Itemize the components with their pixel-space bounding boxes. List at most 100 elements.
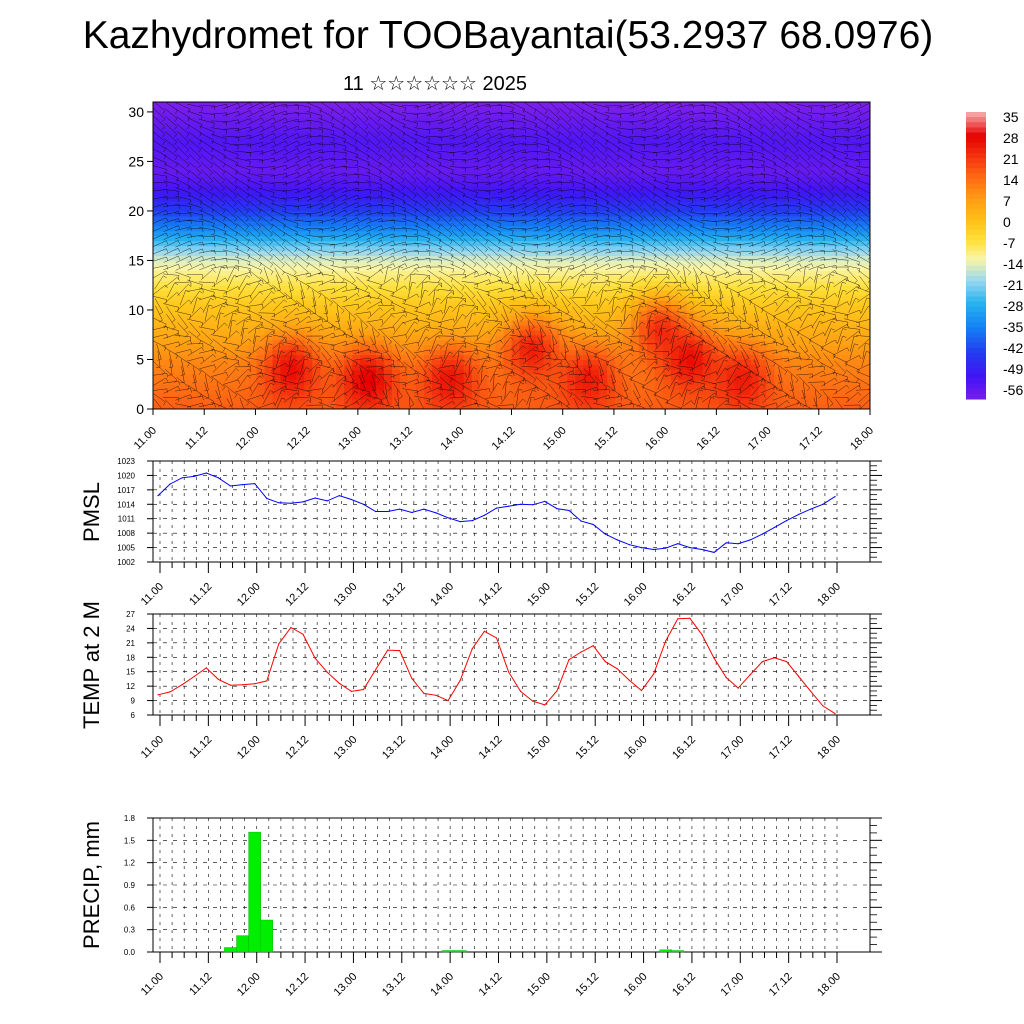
temperature-cell [774, 280, 783, 286]
temperature-cell [694, 205, 704, 212]
temperature-cell [471, 141, 481, 148]
temperature-cell [256, 300, 266, 306]
temperature-cell [551, 285, 560, 291]
temperature-cell [153, 146, 162, 153]
temperature-cell [790, 250, 799, 257]
temperature-cell [503, 260, 513, 266]
temperature-cell [176, 280, 186, 286]
temperature-cell [153, 196, 162, 202]
temperature-cell [352, 240, 361, 247]
temperature-cell [718, 151, 728, 158]
temperature-cell [328, 295, 337, 301]
temperature-cell [368, 240, 377, 247]
temperature-cell [256, 359, 266, 366]
temperature-cell [503, 394, 513, 400]
temperature-cell [160, 265, 170, 271]
temperature-cell [822, 314, 831, 321]
temperature-cell [654, 309, 664, 316]
temperature-cell [184, 235, 194, 242]
temperature-cell [575, 369, 584, 375]
temperature-cell [423, 245, 433, 252]
temperature-cell [160, 196, 170, 202]
temperature-cell [702, 245, 712, 252]
temperature-cell [702, 374, 712, 380]
temperature-cell [240, 161, 250, 167]
temperature-cell [415, 245, 425, 252]
temperature-cell [623, 384, 632, 390]
temperature-cell [384, 201, 393, 207]
temperature-cell [455, 176, 465, 182]
temperature-cell [806, 181, 815, 187]
temperature-cell [264, 186, 274, 192]
temperature-cell [567, 399, 576, 405]
temperature-cell [439, 275, 449, 281]
temperature-cell [272, 191, 282, 197]
temperature-cell [686, 354, 696, 361]
temperature-cell [407, 141, 417, 148]
temperature-cell [551, 334, 560, 341]
temperature-cell [256, 319, 266, 326]
temperature-cell [208, 225, 218, 232]
temperature-cell [208, 324, 218, 331]
temperature-cell [838, 379, 847, 385]
temperature-cell [479, 275, 489, 281]
temperature-cell [415, 235, 425, 242]
temperature-cell [638, 166, 648, 172]
temperature-cell [280, 225, 290, 232]
temperature-cell [376, 389, 385, 395]
temperature-cell [479, 215, 489, 222]
temperature-cell [726, 250, 736, 257]
temperature-cell [407, 300, 417, 306]
temperature-cell [862, 181, 870, 187]
temperature-cell [543, 300, 552, 306]
temperature-cell [463, 314, 473, 321]
temperature-cell [583, 240, 592, 247]
temperature-cell [160, 305, 170, 311]
temperature-cell [208, 404, 218, 409]
temperature-cell [352, 260, 361, 266]
temperature-cell [583, 136, 592, 143]
temperature-cell [623, 364, 632, 370]
temperature-cell [686, 379, 696, 385]
temperature-cell [830, 225, 839, 232]
temperature-cell [726, 161, 736, 167]
temperature-cell [838, 156, 847, 163]
temperature-cell [575, 191, 584, 197]
temperature-cell [200, 305, 210, 311]
temperature-cell [646, 295, 656, 301]
temperature-cell [782, 146, 791, 153]
temperature-cell [718, 191, 728, 197]
temperature-cell [272, 260, 282, 266]
temperature-cell [455, 404, 465, 409]
temperature-cell [702, 389, 712, 395]
temperature-cell [535, 275, 544, 281]
temperature-cell [710, 220, 720, 227]
temperature-cell [256, 141, 266, 148]
temperature-cell [726, 339, 736, 346]
temperature-cell [312, 305, 321, 311]
temperature-cell [750, 369, 760, 375]
temperature-cell [352, 176, 361, 182]
temperature-cell [830, 191, 839, 197]
temperature-cell [471, 344, 481, 351]
temperature-cell [368, 220, 377, 227]
temperature-cell [447, 319, 457, 326]
temperature-cell [575, 309, 584, 316]
temperature-cell [407, 394, 417, 400]
temperature-cell [328, 399, 337, 405]
temperature-cell [296, 171, 305, 177]
temperature-cell [662, 319, 672, 326]
temperature-cell [718, 290, 728, 296]
temperature-cell [734, 260, 744, 266]
temperature-cell [806, 210, 815, 217]
temperature-cell [256, 191, 266, 197]
temperature-cell [447, 349, 457, 356]
temperature-cell [535, 309, 544, 316]
temperature-cell [304, 191, 313, 197]
temperature-cell [734, 230, 744, 237]
temperature-cell [232, 404, 242, 409]
temperature-cell [854, 309, 863, 316]
temperature-cell [575, 290, 584, 296]
temperature-cell [702, 394, 712, 400]
temperature-cell [678, 141, 688, 148]
